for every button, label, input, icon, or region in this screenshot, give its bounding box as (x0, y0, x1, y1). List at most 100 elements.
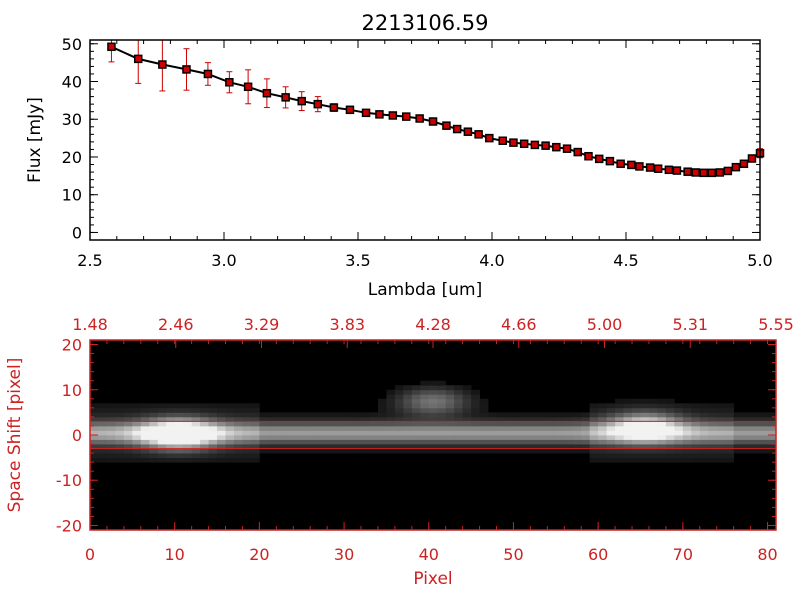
image-cell (208, 430, 218, 436)
image-cell (750, 435, 760, 440)
image-cell (369, 448, 379, 454)
image-cell (149, 421, 159, 427)
image-cell (437, 403, 447, 409)
image-cell (166, 407, 176, 413)
image-cell (386, 394, 396, 400)
image-cell (445, 398, 455, 404)
image-cell (115, 412, 125, 418)
image-cell (123, 444, 133, 449)
image-cell (488, 412, 497, 418)
image-cell (488, 439, 497, 445)
image-cell (564, 416, 574, 422)
image-cell (233, 435, 243, 440)
image-cell (725, 457, 735, 463)
image-cell (767, 416, 777, 422)
image-cell (183, 457, 193, 463)
image-cell (479, 444, 489, 449)
image-cell (572, 421, 582, 427)
image-cell (98, 457, 108, 463)
image-cell (403, 403, 413, 409)
image-cell (640, 421, 650, 427)
image-cell (479, 448, 489, 454)
image-cell (767, 439, 777, 445)
image-cell (394, 430, 404, 436)
image-cell (420, 439, 430, 445)
data-point (262, 88, 272, 98)
image-cell (606, 421, 616, 427)
image-cell (394, 416, 404, 422)
image-cell (276, 448, 286, 454)
image-cell (420, 407, 430, 413)
image-cell (157, 403, 167, 409)
image-cell (267, 435, 277, 440)
image-cell (521, 448, 531, 454)
image-cell (623, 439, 633, 445)
image-cell (293, 444, 303, 449)
image-cell (615, 439, 624, 445)
image-cell (538, 421, 548, 427)
image-cell (615, 421, 624, 427)
image-cell (682, 457, 692, 463)
image-cell (767, 421, 777, 427)
image-cell (369, 435, 379, 440)
image-cell (267, 448, 277, 454)
image-cell (301, 421, 311, 427)
image-cell (691, 416, 701, 422)
image-cell (708, 453, 718, 459)
image-cell (267, 430, 277, 436)
image-cell (377, 412, 387, 418)
image-cell (250, 457, 260, 463)
image-cell (682, 439, 692, 445)
image-cell (437, 394, 447, 400)
x-tick-label: 3.0 (211, 251, 236, 270)
image-cell (750, 439, 760, 445)
image-cell (344, 435, 353, 440)
image-cell (598, 439, 608, 445)
image-cell (547, 439, 557, 445)
image-cell (166, 435, 176, 440)
image-cell (191, 421, 201, 427)
image-cell (90, 444, 99, 449)
image-cell (318, 412, 328, 418)
data-point (463, 127, 473, 136)
image-cell (140, 425, 150, 431)
image-cell (420, 448, 430, 454)
image-cell (90, 421, 99, 427)
image-cell (521, 444, 531, 449)
top-tick-label: 1.48 (72, 315, 108, 334)
image-cell (191, 457, 201, 463)
image-cell (293, 416, 303, 422)
image-cell (276, 425, 286, 431)
image-cell (479, 425, 489, 431)
image-cell (132, 412, 142, 418)
image-cell (496, 416, 506, 422)
image-cell (725, 421, 735, 427)
image-cell (293, 412, 303, 418)
image-cell (403, 439, 413, 445)
image-cell (276, 439, 286, 445)
image-cell (572, 430, 582, 436)
image-cell (250, 453, 260, 459)
image-cell (344, 430, 353, 436)
image-cell (123, 407, 133, 413)
image-cell (648, 444, 658, 449)
image-cell (648, 403, 658, 409)
image-cell (310, 435, 320, 440)
image-cell (682, 444, 692, 449)
image-cell (462, 394, 472, 400)
image-cell (420, 385, 430, 391)
image-cell (123, 412, 133, 418)
image-cell (665, 425, 675, 431)
image-cell (555, 430, 565, 436)
image-cell (462, 407, 472, 413)
image-cell (132, 435, 142, 440)
image-cell (411, 430, 421, 436)
image-cell (157, 435, 167, 440)
image-cell (454, 444, 464, 449)
image-cell (674, 416, 684, 422)
image-cell (725, 448, 735, 454)
image-cell (657, 448, 667, 454)
image-cell (530, 439, 540, 445)
image-cell (547, 412, 557, 418)
image-cell (530, 430, 540, 436)
